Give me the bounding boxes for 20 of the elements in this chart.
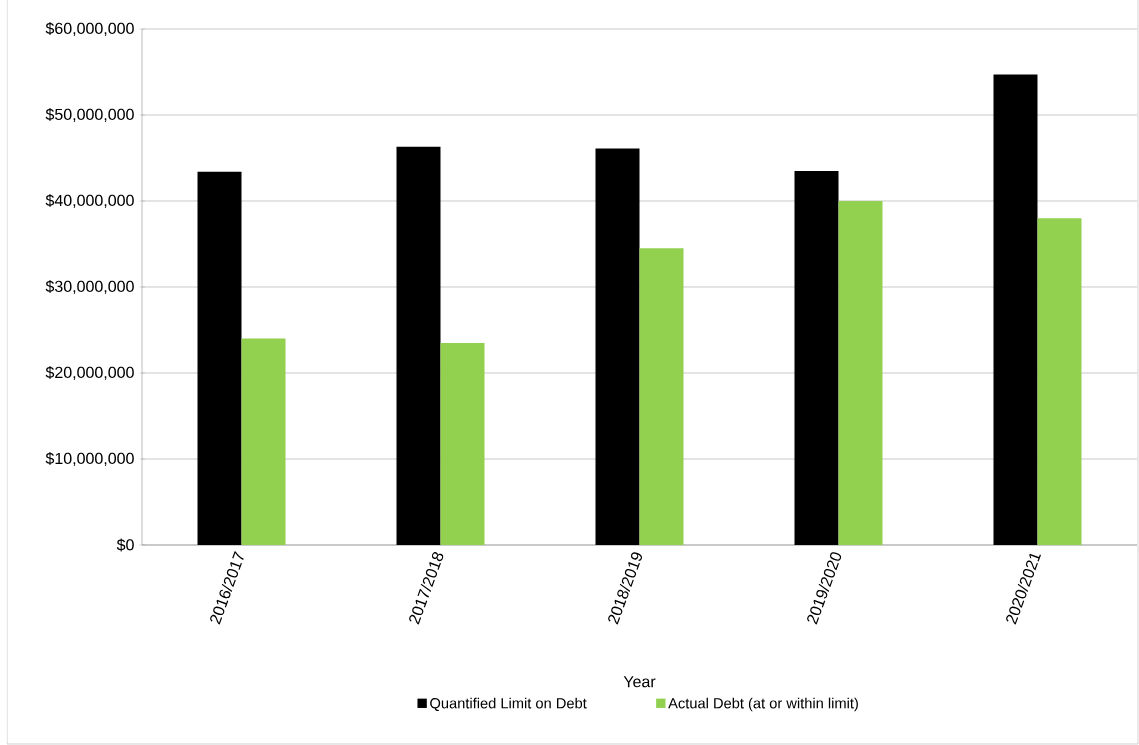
legend-label: Actual Debt (at or within limit) — [668, 697, 858, 712]
bar — [595, 148, 640, 545]
x-axis-title: Year — [623, 676, 656, 688]
y-tick-label: $10,000,000 — [45, 452, 134, 466]
y-tick-label: $50,000,000 — [45, 108, 134, 122]
y-tick-label: $20,000,000 — [45, 366, 134, 380]
y-tick-label: $30,000,000 — [45, 280, 134, 294]
bar — [396, 146, 441, 545]
bar — [993, 74, 1038, 545]
bar — [639, 248, 684, 545]
bar — [1037, 218, 1082, 545]
bar — [197, 171, 242, 545]
bar — [794, 170, 839, 545]
bar — [838, 200, 883, 545]
legend-label: Quantified Limit on Debt — [430, 697, 587, 712]
y-tick-label: $40,000,000 — [45, 194, 134, 208]
bar — [241, 338, 286, 545]
y-tick-label: $0 — [116, 538, 134, 552]
bar — [440, 342, 485, 545]
y-tick-label: $60,000,000 — [45, 22, 134, 36]
